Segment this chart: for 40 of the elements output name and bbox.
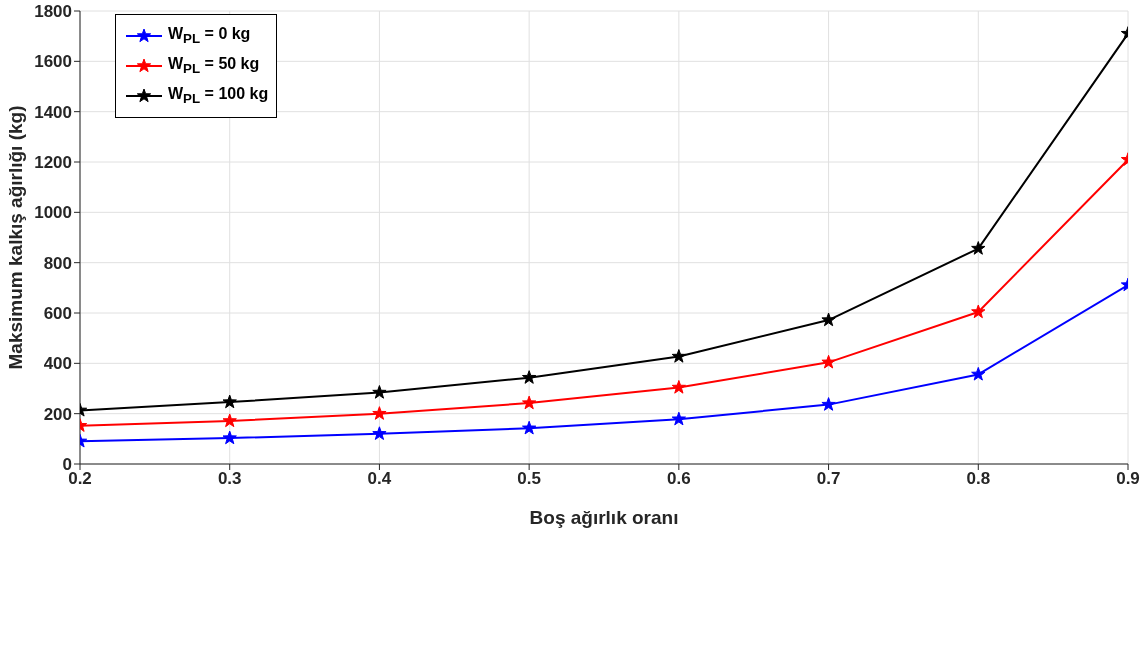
point [671, 411, 687, 426]
x-tick-label: 0.7 [816, 469, 841, 489]
y-tick-label: 1800 [34, 2, 72, 22]
point [222, 430, 237, 445]
point [971, 241, 986, 255]
y-tick-label: 200 [43, 404, 72, 424]
x-tick-label: 0.2 [68, 469, 92, 489]
y-tick-label: 800 [43, 253, 72, 273]
x-tick-label: 0.5 [517, 469, 541, 489]
x-axis-title: Boş ağırlık oranı [529, 507, 679, 528]
legend-label: W$_{PL}$ = 50 kg [168, 55, 260, 77]
point [821, 397, 836, 411]
point [521, 420, 537, 435]
point [372, 385, 387, 399]
point [521, 395, 537, 410]
y-tick-label: 400 [43, 354, 72, 374]
x-tick-label: 0.3 [217, 469, 242, 489]
point [521, 370, 537, 384]
legend-label: W$_{PL}$ = 100 kg [168, 85, 269, 107]
point [222, 413, 237, 428]
point [821, 354, 836, 369]
point [971, 366, 986, 381]
x-tick-label: 0.9 [1116, 469, 1140, 489]
point [671, 349, 687, 363]
y-tick-label: 1000 [34, 203, 72, 223]
y-tick-label: 1600 [34, 52, 72, 72]
point [222, 394, 237, 409]
legend-label: W$_{PL}$ = 0 kg [168, 25, 251, 47]
point [821, 312, 836, 327]
y-tick-label: 600 [43, 304, 72, 324]
point [372, 426, 387, 440]
point [372, 406, 387, 420]
point [971, 304, 986, 319]
y-tick-label: 1200 [34, 153, 72, 173]
x-tick-label: 0.8 [966, 469, 991, 489]
y-tick-label: 1400 [34, 102, 72, 122]
y-axis-title: Maksimum kalkış ağırlığı (kg) [4, 105, 26, 370]
x-tick-label: 0.6 [667, 469, 691, 489]
x-tick-label: 0.4 [367, 469, 392, 489]
point [671, 379, 687, 394]
